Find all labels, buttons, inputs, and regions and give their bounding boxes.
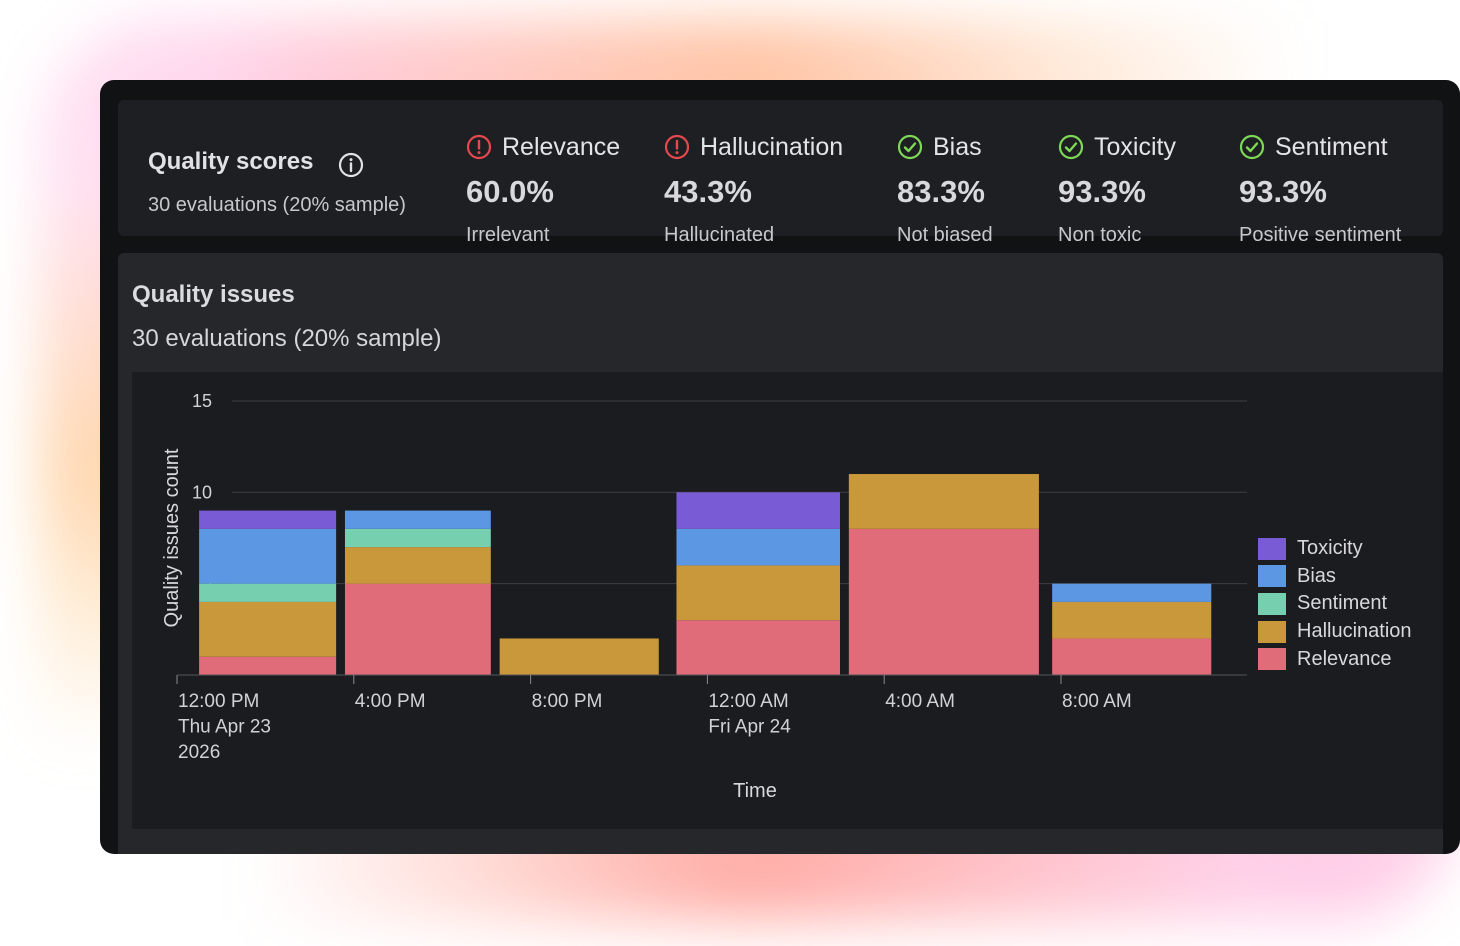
metric-label: Relevance — [502, 132, 621, 161]
legend-label: Bias — [1297, 564, 1336, 587]
metric-description: Non toxic — [1058, 224, 1142, 246]
x-tick-label: 12:00 AM Fri Apr 24 — [708, 691, 791, 738]
bar-segment — [499, 638, 659, 675]
legend-label: Hallucination — [1297, 620, 1412, 643]
y-axis-title: Quality issues count — [161, 448, 183, 627]
bar-segment — [676, 528, 840, 566]
legend-label: Toxicity — [1297, 537, 1363, 560]
bar-segment — [344, 510, 491, 529]
bar-segment — [848, 528, 1039, 675]
bar-segment — [848, 474, 1039, 529]
quality-scores-title: Quality scores — [148, 148, 314, 175]
bar-segment — [199, 601, 337, 657]
metric-label: Hallucination — [700, 132, 844, 161]
legend-item[interactable]: Bias — [1258, 563, 1412, 591]
chart-legend: Toxicity Bias Sentiment Hallucination Releva… — [1258, 535, 1412, 673]
quality-issues-card: Quality issues 30 evaluations (20% sampl… — [118, 253, 1443, 854]
x-tick-label: 12:00 PM Thu Apr 23 2026 — [178, 691, 271, 763]
check-circle-icon — [897, 134, 923, 160]
x-tick-label: 4:00 PM — [355, 691, 426, 712]
legend-item[interactable]: Relevance — [1258, 645, 1412, 673]
legend-swatch — [1258, 648, 1286, 671]
bar-segment — [1052, 638, 1212, 675]
y-tick-label: 10 — [192, 482, 212, 502]
x-tick-label-line: 2026 — [178, 742, 220, 763]
info-icon[interactable] — [338, 152, 364, 178]
warning-icon — [466, 134, 492, 160]
metric-sentiment[interactable]: Sentiment 93.3% Positive sentiment — [1239, 130, 1401, 247]
bar-segment — [199, 528, 337, 584]
check-circle-icon — [1239, 134, 1265, 160]
legend-swatch — [1258, 592, 1286, 615]
quality-issues-title: Quality issues — [132, 281, 295, 308]
metric-description: Irrelevant — [466, 224, 550, 246]
x-tick-label-line: Fri Apr 24 — [708, 717, 791, 738]
metric-description: Not biased — [897, 224, 993, 246]
metric-label: Bias — [933, 132, 982, 161]
metric-description: Positive sentiment — [1239, 224, 1402, 246]
x-tick-label-line: Thu Apr 23 — [178, 717, 271, 738]
x-tick-label-line: 8:00 PM — [532, 691, 603, 712]
bar-segment — [344, 547, 491, 584]
bar-segment — [676, 492, 840, 529]
legend-item[interactable]: Sentiment — [1258, 590, 1412, 618]
metric-value: 83.3% — [897, 174, 985, 209]
bar-segment — [676, 620, 840, 675]
metric-value: 93.3% — [1058, 174, 1146, 209]
bar-segment — [344, 528, 491, 548]
quality-issues-subtitle: 30 evaluations (20% sample) — [132, 325, 442, 352]
legend-swatch — [1258, 565, 1286, 588]
app-window: Quality scores 30 evaluations (20% sampl… — [100, 80, 1460, 854]
quality-scores-card: Quality scores 30 evaluations (20% sampl… — [118, 100, 1443, 246]
x-tick-label: 4:00 AM — [885, 691, 955, 712]
bar-segment — [344, 583, 491, 675]
x-tick-label-line: 4:00 PM — [355, 691, 426, 712]
quality-scores-subtitle: 30 evaluations (20% sample) — [148, 194, 406, 216]
metric-description: Hallucinated — [664, 224, 775, 246]
metric-toxicity[interactable]: Toxicity 93.3% Non toxic — [1058, 130, 1176, 247]
bar-segment — [199, 656, 337, 675]
legend-label: Sentiment — [1297, 592, 1388, 615]
x-tick-label-line: 4:00 AM — [885, 691, 955, 712]
x-tick-label: 8:00 AM — [1062, 691, 1132, 712]
bar-segment — [1052, 583, 1212, 602]
metric-relevance[interactable]: Relevance 60.0% Irrelevant — [466, 130, 620, 247]
legend-swatch — [1258, 620, 1286, 643]
bar-segment — [199, 510, 337, 529]
y-tick-label: 15 — [192, 391, 212, 411]
bar-segment — [199, 583, 337, 602]
metric-value: 43.3% — [664, 174, 752, 209]
metric-value: 60.0% — [466, 174, 554, 209]
legend-item[interactable]: Toxicity — [1258, 535, 1412, 563]
metric-bias[interactable]: Bias 83.3% Not biased — [897, 130, 993, 247]
x-axis-title: Time — [733, 780, 777, 802]
x-tick-label-line: 12:00 AM — [708, 691, 788, 712]
x-tick-label: 8:00 PM — [532, 691, 603, 712]
check-circle-icon — [1058, 134, 1084, 160]
metric-label: Toxicity — [1094, 132, 1176, 161]
bar-segment — [1052, 601, 1212, 639]
bar-segment — [676, 565, 840, 621]
x-tick-label-line: 12:00 PM — [178, 691, 259, 712]
warning-icon — [664, 134, 690, 160]
metric-label: Sentiment — [1275, 132, 1388, 161]
legend-swatch — [1258, 537, 1286, 560]
metric-hallucination[interactable]: Hallucination 43.3% Hallucinated — [664, 130, 843, 247]
legend-item[interactable]: Hallucination — [1258, 618, 1412, 646]
x-tick-label-line: 8:00 AM — [1062, 691, 1132, 712]
metric-value: 93.3% — [1239, 174, 1327, 209]
legend-label: Relevance — [1297, 647, 1392, 670]
